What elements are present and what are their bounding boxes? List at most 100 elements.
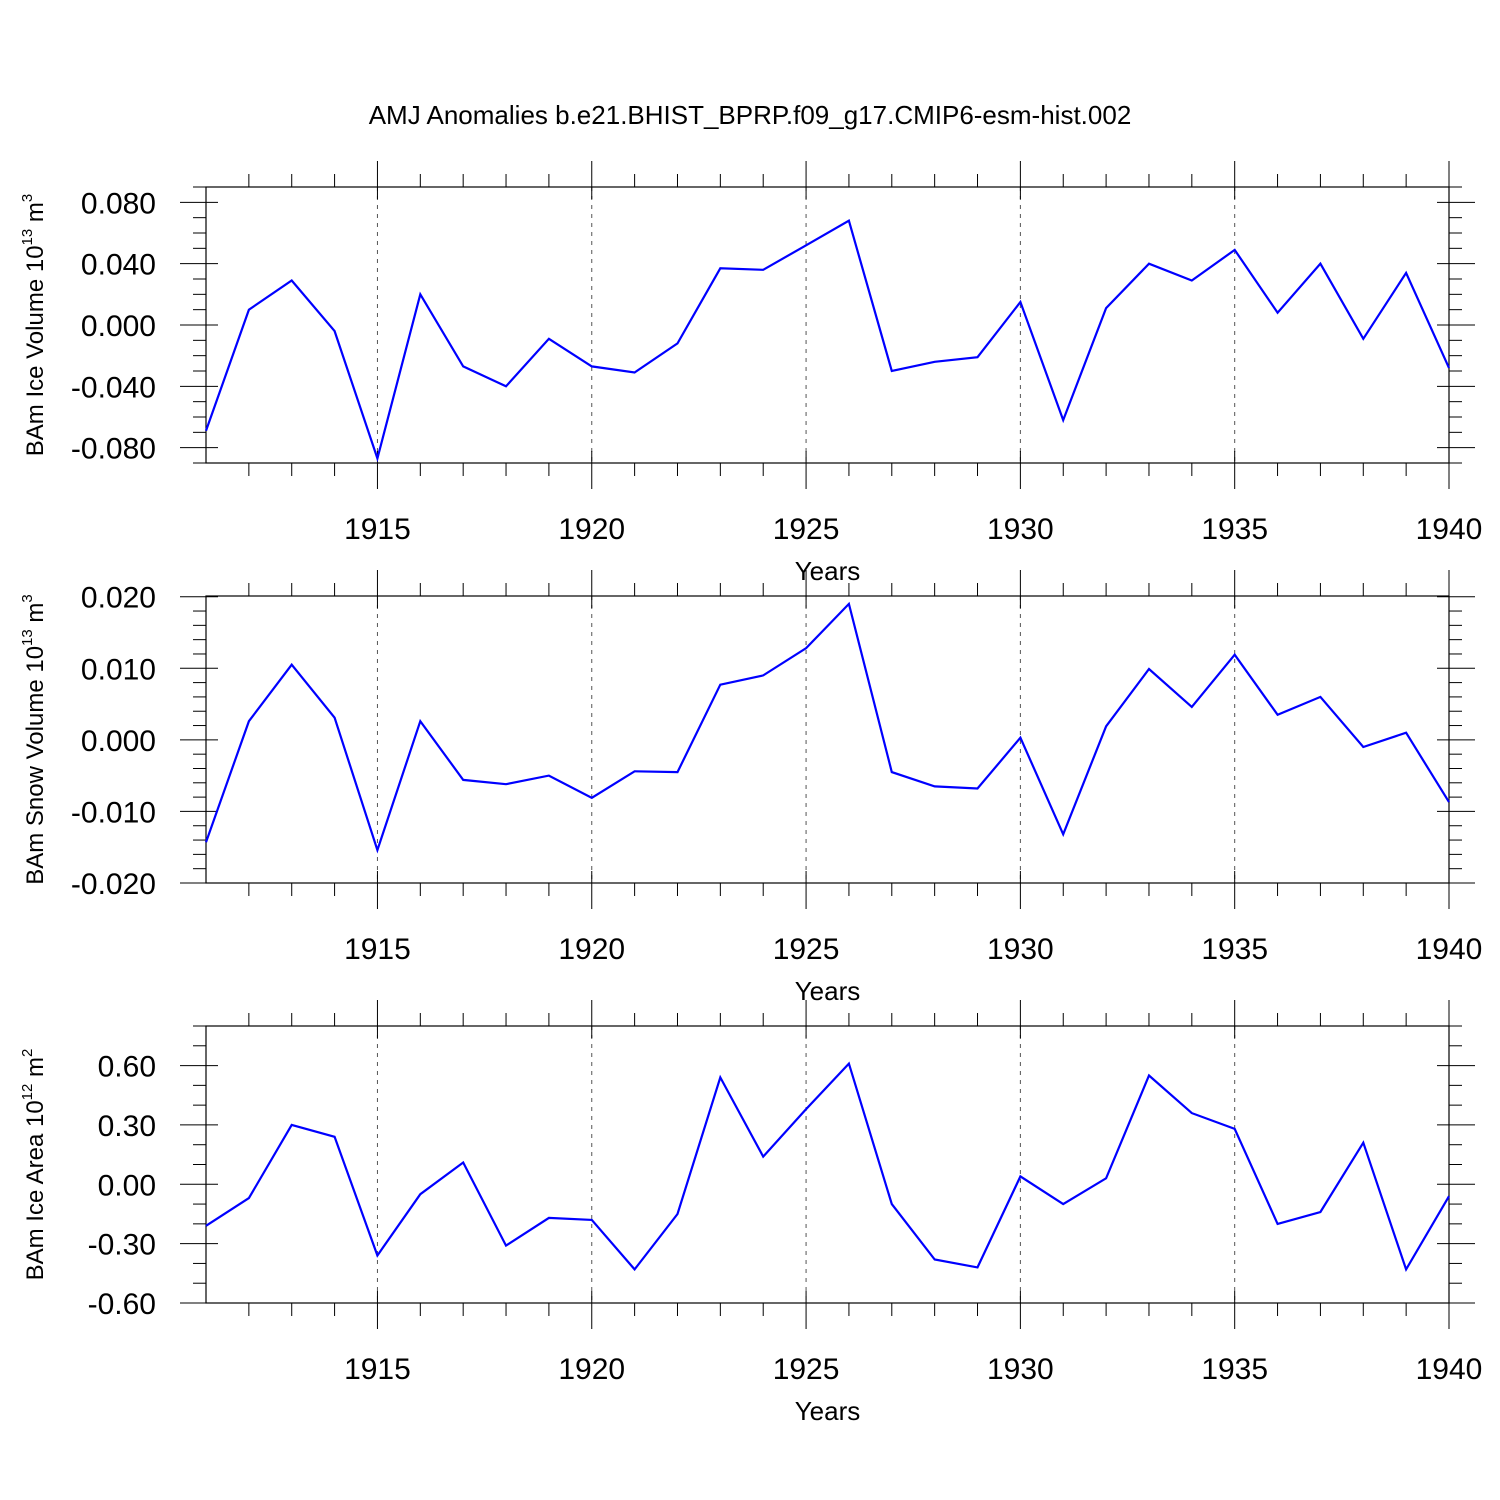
chart2.data-point-1937: [1319, 696, 1321, 698]
chart1.data-point-1932: [1105, 307, 1107, 309]
chart3.data-point-1915: [376, 1255, 378, 1257]
chart1.data-point-1919: [548, 338, 550, 340]
chart2.y-tick-label-1: -0.010: [71, 796, 156, 829]
chart2.x-tick-label-4: 1935: [1201, 933, 1268, 966]
chart2.data-point-1922: [676, 771, 678, 773]
chart2.plot-frame: [205, 595, 1450, 884]
chart1.x-tick-label-0: 1915: [344, 513, 411, 546]
chart2.data-point-1913: [291, 664, 293, 666]
chart3.data-point-1925: [805, 1108, 807, 1110]
chart1.data-point-1911: [205, 430, 207, 432]
chart3.data-point-1914: [334, 1136, 336, 1138]
chart2.y-tick-label-2: 0.000: [81, 725, 156, 758]
chart3.y-axis-title: BAm Ice Area 1012 m2: [19, 1049, 49, 1281]
chart1.data-point-1930: [1019, 301, 1021, 303]
chart2.data-point-1936: [1277, 714, 1279, 716]
chart2.data-point-1932: [1105, 725, 1107, 727]
chart3.x-axis-title: Years: [795, 1396, 861, 1426]
chart2.y-tick-label-0: -0.020: [71, 868, 156, 901]
chart1.data-point-1931: [1062, 419, 1064, 421]
chart3.data-point-1920: [591, 1219, 593, 1221]
chart3.data-point-1933: [1148, 1074, 1150, 1076]
chart3.data-point-1913: [291, 1124, 293, 1126]
chart1.y-axis-title: BAm Ice Volume 1013 m3: [19, 194, 49, 456]
chart2.y-axis-title-part-1: 13: [19, 629, 36, 646]
chart1.data-point-1913: [291, 280, 293, 282]
chart1.y-axis-title-part-3: 3: [19, 194, 36, 202]
chart2.x-tick-label-5: 1940: [1416, 933, 1483, 966]
chart2.x-tick-label-0: 1915: [344, 933, 411, 966]
chart3.data-point-1930: [1019, 1175, 1021, 1177]
chart3.y-tick-label-0: -0.60: [88, 1288, 156, 1321]
chart2.data-point-1940: [1448, 801, 1450, 803]
chart1.y-tick-label-4: 0.080: [81, 187, 156, 220]
chart3.data-point-1918: [505, 1245, 507, 1247]
chart1.data-point-1928: [934, 361, 936, 363]
chart1.data-point-1926: [848, 220, 850, 222]
chart3.y-tick-label-2: 0.00: [98, 1169, 156, 1202]
chart3.y-axis-title-part-1: 12: [19, 1084, 36, 1101]
chart1.data-point-1935: [1234, 249, 1236, 251]
chart1.data-point-1937: [1319, 263, 1321, 265]
chart3.y-axis-title-part-3: 2: [19, 1049, 36, 1057]
chart3.y-axis-title-part-2: m: [22, 1057, 49, 1084]
chart2.x-tick-label-3: 1930: [987, 933, 1054, 966]
chart2.data-point-1931: [1062, 833, 1064, 835]
chart2.data-point-1914: [334, 717, 336, 719]
chart1.x-tick-label-1: 1920: [558, 513, 625, 546]
chart3.y-tick-label-3: 0.30: [98, 1110, 156, 1143]
chart1.data-point-1916: [419, 293, 421, 295]
chart3.series-line: [205, 1061, 1450, 1273]
chart3.data-point-1940: [1448, 1195, 1450, 1197]
chart3.data-point-1931: [1062, 1203, 1064, 1205]
chart1.y-tick-label-1: -0.040: [71, 371, 156, 404]
chart2.data-point-1916: [419, 720, 421, 722]
chart2.data-point-1923: [719, 684, 721, 686]
chart1.data-point-1917: [462, 365, 464, 367]
chart1.data-point-1936: [1277, 312, 1279, 314]
chart2.series-line: [204, 601, 1450, 854]
chart3.data-point-1929: [977, 1266, 979, 1268]
chart2.y-axis-title-part-0: BAm Snow Volume 10: [22, 646, 49, 885]
chart2.y-axis-title-part-2: m: [22, 603, 49, 630]
chart2.data-point-1917: [462, 779, 464, 781]
chart3.data-point-1926: [848, 1063, 850, 1065]
chart1.data-point-1923: [719, 267, 721, 269]
chart2.data-point-1938: [1362, 746, 1364, 748]
figure-title: AMJ Anomalies b.e21.BHIST_BPRP.f09_g17.C…: [369, 100, 1132, 130]
chart2.data-point-1924: [762, 674, 764, 676]
chart1.data-point-1929: [977, 356, 979, 358]
chart3.x-tick-label-1: 1920: [558, 1353, 625, 1386]
chart1.data-point-1915: [376, 457, 378, 459]
chart1.data-point-1927: [891, 370, 893, 372]
chart3.data-point-1923: [719, 1076, 721, 1078]
chart1.data-point-1925: [805, 244, 807, 246]
chart3.x-tick-label-2: 1925: [773, 1353, 840, 1386]
chart2.y-axis-title: BAm Snow Volume 1013 m3: [19, 594, 49, 885]
chart3.data-point-1939: [1405, 1268, 1407, 1270]
chart1.data-point-1922: [676, 342, 678, 344]
chart1.x-axis-title: Years: [795, 556, 861, 586]
chart1.x-tick-label-4: 1935: [1201, 513, 1268, 546]
chart3.data-point-1924: [762, 1156, 764, 1158]
chart3.plot-frame: [205, 1025, 1450, 1304]
chart1.y-tick-label-0: -0.080: [71, 433, 156, 466]
chart3.x-tick-label-5: 1940: [1416, 1353, 1483, 1386]
chart1.series-line: [204, 219, 1451, 463]
chart2.y-tick-label-3: 0.010: [81, 653, 156, 686]
chart2.y-axis-title-part-3: 3: [19, 594, 36, 602]
chart2.data-point-1918: [505, 783, 507, 785]
chart2.data-point-1933: [1148, 668, 1150, 670]
chart3.x-tick-label-3: 1930: [987, 1353, 1054, 1386]
chart3.data-point-1919: [548, 1217, 550, 1219]
chart1.x-tick-label-2: 1925: [773, 513, 840, 546]
chart1.data-point-1938: [1362, 338, 1364, 340]
chart3.data-point-1917: [462, 1162, 464, 1164]
chart1.data-point-1921: [634, 372, 636, 374]
chart2.data-point-1912: [248, 720, 250, 722]
chart2.data-point-1927: [891, 771, 893, 773]
chart3.data-point-1936: [1277, 1223, 1279, 1225]
chart3.data-point-1922: [676, 1213, 678, 1215]
chart1.y-tick-label-2: 0.000: [81, 310, 156, 343]
